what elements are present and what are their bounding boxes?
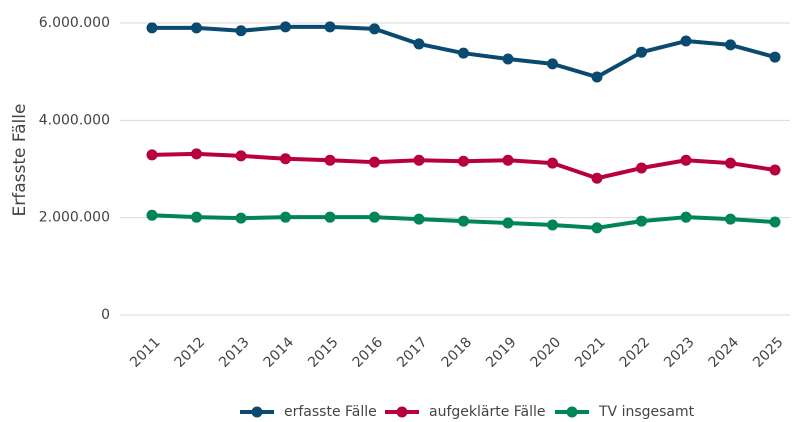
y-tick-label: 2.000.000 bbox=[39, 210, 110, 226]
data-point bbox=[280, 21, 291, 33]
data-point bbox=[324, 154, 336, 166]
legend-label: TV insgesamt bbox=[598, 404, 695, 420]
x-tick-label: 2021 bbox=[572, 334, 609, 371]
data-point bbox=[680, 154, 692, 166]
data-point bbox=[502, 154, 514, 166]
data-point bbox=[146, 209, 158, 221]
legend-swatch-dot bbox=[566, 406, 578, 418]
data-point bbox=[191, 22, 202, 34]
x-tick-label: 2011 bbox=[127, 334, 164, 371]
y-tick-label: 0 bbox=[101, 307, 110, 323]
data-point bbox=[191, 211, 202, 223]
legend-item: erfasste Fälle bbox=[240, 404, 377, 420]
x-tick-label: 2022 bbox=[617, 334, 654, 371]
data-point bbox=[502, 217, 514, 229]
data-point bbox=[458, 215, 469, 227]
x-tick-label: 2018 bbox=[439, 334, 476, 371]
legend-label: aufgeklärte Fälle bbox=[429, 404, 546, 420]
x-tick-label: 2020 bbox=[528, 334, 565, 371]
data-point bbox=[769, 164, 781, 176]
data-point bbox=[636, 215, 647, 227]
x-tick-label: 2023 bbox=[661, 334, 698, 371]
data-point bbox=[235, 150, 247, 162]
x-tick-label: 2025 bbox=[750, 334, 787, 371]
data-point bbox=[636, 162, 647, 174]
data-point bbox=[324, 211, 336, 223]
data-point bbox=[369, 23, 380, 35]
data-point bbox=[591, 222, 603, 234]
y-axis-label: Erfasste Fälle bbox=[10, 104, 30, 217]
data-point bbox=[547, 157, 558, 169]
x-tick-label: 2017 bbox=[394, 334, 431, 371]
data-point bbox=[680, 211, 692, 223]
data-point bbox=[369, 211, 380, 223]
data-point bbox=[280, 153, 291, 165]
x-tick-label: 2019 bbox=[483, 334, 520, 371]
data-point bbox=[680, 35, 692, 47]
data-point bbox=[547, 58, 558, 70]
data-point bbox=[458, 47, 469, 59]
data-point bbox=[725, 39, 736, 51]
x-tick-label: 2024 bbox=[706, 334, 743, 371]
data-point bbox=[191, 148, 202, 160]
data-point bbox=[324, 21, 336, 33]
data-point bbox=[769, 216, 781, 228]
x-tick-label: 2015 bbox=[305, 334, 342, 371]
data-point bbox=[146, 22, 158, 34]
data-point bbox=[235, 212, 247, 224]
data-point bbox=[591, 172, 603, 184]
data-point bbox=[458, 155, 469, 167]
data-point bbox=[235, 25, 247, 37]
data-point bbox=[369, 156, 380, 168]
data-point bbox=[413, 38, 425, 50]
data-point bbox=[591, 71, 603, 83]
data-point bbox=[146, 149, 158, 161]
legend-item: aufgeklärte Fälle bbox=[385, 404, 546, 420]
legend-swatch-dot bbox=[251, 406, 263, 418]
y-tick-label: 4.000.000 bbox=[39, 112, 110, 128]
x-tick-label: 2016 bbox=[350, 334, 387, 371]
data-point bbox=[725, 213, 736, 225]
data-point bbox=[769, 51, 781, 63]
legend-swatch-dot bbox=[396, 406, 408, 418]
data-point bbox=[413, 213, 425, 225]
legend-label: erfasste Fälle bbox=[284, 404, 377, 420]
y-tick-label: 6.000.000 bbox=[39, 15, 110, 31]
data-point bbox=[547, 219, 558, 231]
x-tick-label: 2012 bbox=[172, 334, 209, 371]
data-point bbox=[280, 211, 291, 223]
data-point bbox=[413, 154, 425, 166]
data-point bbox=[502, 53, 514, 65]
x-tick-label: 2013 bbox=[216, 334, 253, 371]
data-point bbox=[636, 46, 647, 58]
legend-item: TV insgesamt bbox=[555, 404, 695, 420]
x-tick-label: 2014 bbox=[261, 334, 298, 371]
data-point bbox=[725, 157, 736, 169]
